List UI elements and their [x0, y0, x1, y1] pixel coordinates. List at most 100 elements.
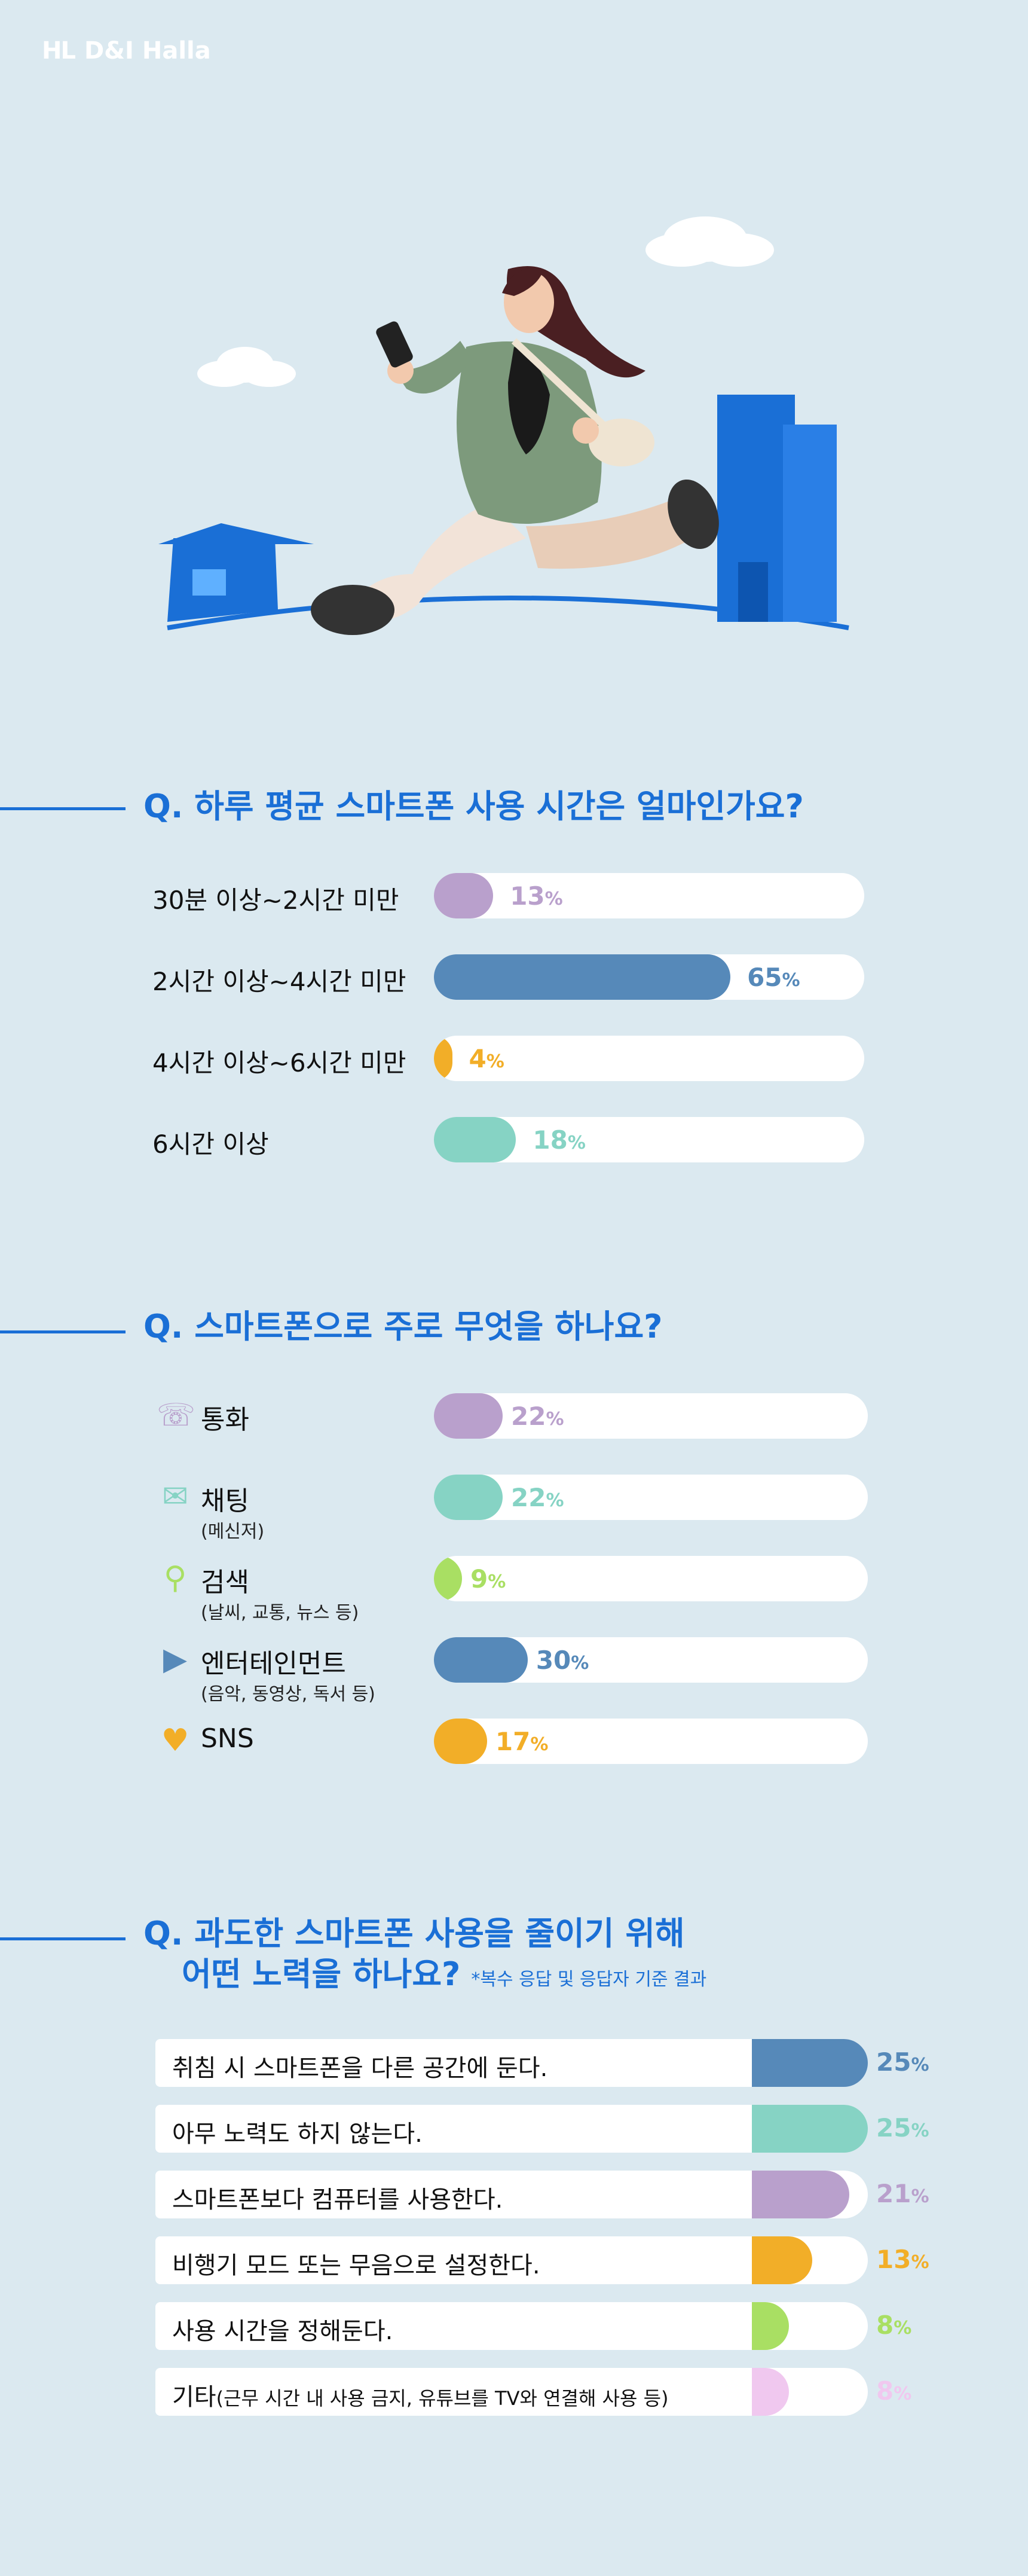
q3-percent-label-value: 8	[876, 2376, 894, 2406]
q2-row-label: SNS	[201, 1723, 254, 1754]
q2-bar	[434, 1556, 463, 1601]
q3-row-label: 기타	[172, 2383, 216, 2411]
search-icon: ⚲	[163, 1560, 187, 1596]
q1-percent-label: 4%	[469, 1044, 504, 1073]
percent-sign: %	[530, 1734, 549, 1755]
q3-row-sublabel: (근무 시간 내 사용 금지, 유튜브를 TV와 연결해 사용 등)	[216, 2387, 669, 2410]
q3-row-label-wrap: 사용 시간을 정해둔다.	[172, 2312, 393, 2346]
q2-row-label: 엔터테인먼트	[201, 1649, 346, 1679]
percent-sign: %	[546, 1409, 564, 1430]
q1-percent-label-value: 65	[747, 963, 782, 992]
percent-sign: %	[546, 1490, 564, 1511]
q3-note: *복수 응답 및 응답자 기준 결과	[471, 1968, 707, 1990]
q3-row-label-wrap: 비행기 모드 또는 무음으로 설정한다.	[172, 2246, 540, 2281]
q1-percent-label: 65%	[747, 963, 800, 992]
video-play-icon: ▶	[163, 1641, 187, 1677]
q1-bar-track	[434, 1036, 864, 1081]
q1-percent-label: 18%	[533, 1125, 586, 1155]
chat-icon: ✉	[162, 1479, 188, 1515]
brand-mark: HL	[42, 37, 76, 65]
percent-sign: %	[911, 2252, 929, 2273]
q3-row: 기타(근무 시간 내 사용 금지, 유튜브를 TV와 연결해 사용 등)	[155, 2368, 868, 2416]
brand-name: D&I Halla	[84, 37, 211, 65]
q3-title-line1: Q. 과도한 스마트폰 사용을 줄이기 위해	[143, 1915, 685, 1952]
hero-illustration	[158, 216, 849, 635]
q3-percent-label: 25%	[876, 2047, 929, 2077]
q1-bar	[434, 1036, 452, 1081]
heart-chat-icon: ♥	[161, 1723, 189, 1759]
q3-bar	[752, 2171, 849, 2218]
q3-rule	[0, 1937, 126, 1940]
cloud-icon	[197, 347, 296, 387]
percent-sign: %	[571, 1653, 589, 1674]
q2-row-sublabel: (메신저)	[201, 1521, 265, 1542]
percent-sign: %	[911, 2120, 929, 2141]
q3-bar	[752, 2368, 790, 2416]
q1-rule	[0, 807, 126, 810]
q3-row-label-wrap: 기타(근무 시간 내 사용 금지, 유튜브를 TV와 연결해 사용 등)	[172, 2377, 669, 2412]
q3-percent-label: 25%	[876, 2113, 929, 2142]
percent-sign: %	[488, 1571, 506, 1592]
q1-bar	[434, 954, 731, 1000]
q1-percent-label: 13%	[510, 881, 563, 911]
q2-bar-track	[434, 1637, 868, 1683]
q3-row-label: 스마트폰보다 컴퓨터를 사용한다.	[172, 2186, 503, 2214]
q3-percent-label-value: 25	[876, 2047, 911, 2077]
q3-title: Q. 과도한 스마트폰 사용을 줄이기 위해 어떤 노력을 하나요? *복수 응답…	[143, 1913, 706, 1994]
percent-sign: %	[486, 1051, 504, 1072]
q2-row-sublabel: (날씨, 교통, 뉴스 등)	[201, 1603, 359, 1623]
q1-title: Q. 하루 평균 스마트폰 사용 시간은 얼마인가요?	[143, 788, 804, 825]
q3-bar	[752, 2236, 812, 2284]
q3-bar	[752, 2039, 868, 2087]
q3-percent-label: 21%	[876, 2179, 929, 2208]
q2-bar-track	[434, 1556, 868, 1601]
phone-call-icon: ☏	[157, 1397, 196, 1433]
q2-percent-label: 22%	[511, 1483, 564, 1512]
q3-percent-label: 13%	[876, 2245, 929, 2274]
q3-percent-label: 8%	[876, 2376, 911, 2406]
q3-percent-label: 8%	[876, 2311, 911, 2340]
q3-row-label: 아무 노력도 하지 않는다.	[172, 2120, 423, 2148]
q1-percent-label-value: 13	[510, 881, 545, 911]
q2-bar	[434, 1637, 528, 1683]
percent-sign: %	[894, 2318, 912, 2339]
building-icon	[717, 395, 837, 622]
q3-bar	[752, 2105, 868, 2153]
q3-row: 취침 시 스마트폰을 다른 공간에 둔다.	[155, 2039, 868, 2087]
q1-row-label: 6시간 이상	[152, 1130, 269, 1159]
q1-bar	[434, 1117, 516, 1162]
q1-row-label: 30분 이상~2시간 미만	[152, 886, 399, 915]
q2-title: Q. 스마트폰으로 주로 무엇을 하나요?	[143, 1308, 663, 1345]
q3-row: 아무 노력도 하지 않는다.	[155, 2105, 868, 2153]
house-icon	[158, 523, 314, 622]
q1-row-label: 4시간 이상~6시간 미만	[152, 1048, 406, 1078]
q3-row-label: 비행기 모드 또는 무음으로 설정한다.	[172, 2252, 540, 2279]
q2-rule	[0, 1330, 126, 1333]
q3-percent-label-value: 13	[876, 2245, 911, 2274]
q2-bar-track	[434, 1393, 868, 1439]
q3-row-label: 취침 시 스마트폰을 다른 공간에 둔다.	[172, 2055, 548, 2082]
percent-sign: %	[567, 1133, 586, 1153]
q3-row: 사용 시간을 정해둔다.	[155, 2302, 868, 2350]
percent-sign: %	[911, 2186, 929, 2207]
q2-percent-label: 22%	[511, 1402, 564, 1431]
q1-percent-label-value: 4	[469, 1044, 487, 1073]
brand-logo: HL D&I Halla	[42, 37, 211, 65]
q2-bar	[434, 1719, 487, 1764]
q2-row-label: 검색	[201, 1567, 249, 1598]
q3-row-label-wrap: 스마트폰보다 컴퓨터를 사용한다.	[172, 2180, 503, 2215]
q2-bar	[434, 1475, 503, 1520]
q3-row-label: 사용 시간을 정해둔다.	[172, 2318, 393, 2345]
percent-sign: %	[911, 2055, 929, 2076]
q2-row-label: 통화	[201, 1405, 249, 1435]
q2-row-label: 채팅	[201, 1486, 249, 1516]
q1-row-label: 2시간 이상~4시간 미만	[152, 967, 406, 996]
q2-bar-track	[434, 1719, 868, 1764]
q3-row: 스마트폰보다 컴퓨터를 사용한다.	[155, 2171, 868, 2218]
q1-bar	[434, 873, 494, 918]
q2-percent-label: 17%	[495, 1727, 549, 1756]
q2-percent-label: 9%	[470, 1564, 506, 1594]
q2-bar-track	[434, 1475, 868, 1520]
q2-percent-label-value: 9	[470, 1564, 488, 1594]
q2-percent-label-value: 17	[495, 1727, 531, 1756]
